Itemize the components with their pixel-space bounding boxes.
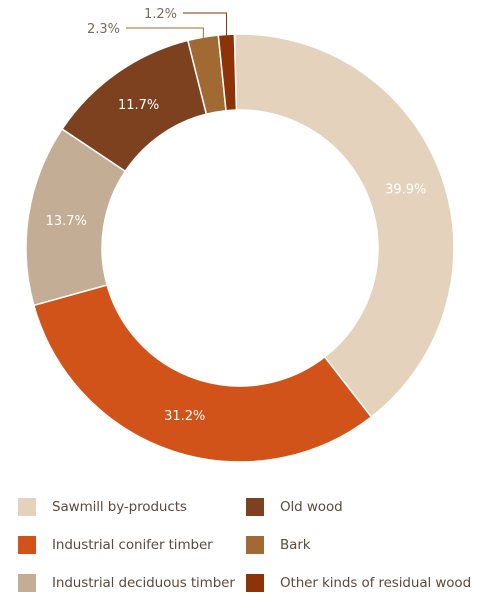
legend-item: Industrial deciduous timber <box>18 571 246 594</box>
legend-label: Old wood <box>280 498 343 515</box>
legend-swatch <box>18 497 36 516</box>
legend-item: Sawmill by-products <box>18 495 246 518</box>
legend-swatch <box>246 573 264 592</box>
legend-swatch <box>246 497 264 516</box>
slice-value-label: 2.3% <box>87 22 120 37</box>
legend-swatch <box>18 535 36 554</box>
donut-slice-industrial-conifer-timber <box>32 284 373 463</box>
legend-item: Bark <box>246 533 480 556</box>
slice-value-label: 1.2% <box>144 7 177 22</box>
donut-slice-other-kinds-of-residual-wood <box>217 33 238 112</box>
legend: Sawmill by-products Old wood Industrial … <box>18 495 480 594</box>
leader-line <box>126 27 204 40</box>
legend-label: Bark <box>280 536 311 553</box>
legend-label: Industrial deciduous timber <box>52 574 235 591</box>
slice-value-label: 13.7% <box>46 214 87 229</box>
slice-labels: 39.9% 31.2% 13.7% 11.7% 2.3% 1.2% <box>46 7 427 424</box>
donut-slice-sawmill-by-products <box>233 33 455 419</box>
legend-label: Industrial conifer timber <box>52 536 213 553</box>
legend-swatch <box>246 535 264 554</box>
slice-value-label: 31.2% <box>164 409 205 424</box>
legend-item: Industrial conifer timber <box>18 533 246 556</box>
donut-slices <box>25 33 455 463</box>
legend-item: Other kinds of residual wood <box>246 571 480 594</box>
legend-label: Sawmill by-products <box>52 498 187 515</box>
leader-lines <box>126 12 227 40</box>
legend-swatch <box>18 573 36 592</box>
legend-label: Other kinds of residual wood <box>280 574 472 591</box>
slice-value-label: 39.9% <box>385 183 426 198</box>
donut-chart: 39.9% 31.2% 13.7% 11.7% 2.3% 1.2% <box>25 7 455 463</box>
legend-item: Old wood <box>246 495 480 518</box>
leader-line <box>183 12 227 37</box>
slice-value-label: 11.7% <box>118 98 159 113</box>
